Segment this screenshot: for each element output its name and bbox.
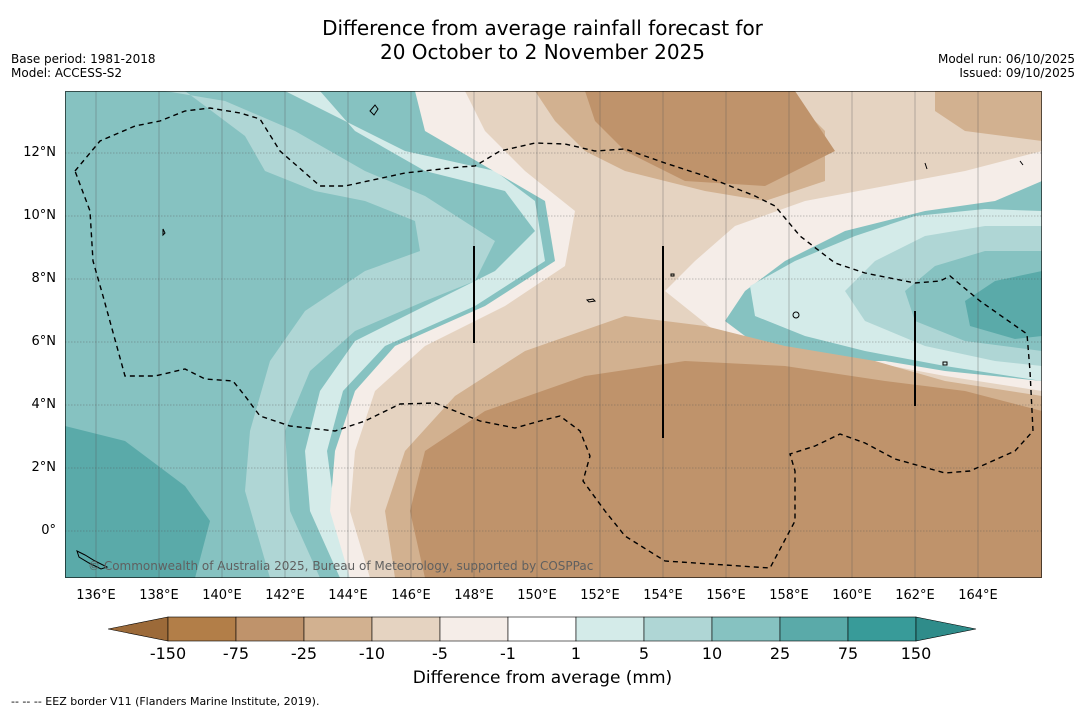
lat-label-4n: 4°N bbox=[31, 397, 57, 412]
colorbar bbox=[108, 616, 977, 642]
lon-label-146e: 146°E bbox=[391, 588, 431, 603]
lon-label-164e: 164°E bbox=[958, 588, 998, 603]
graticule bbox=[95, 91, 979, 578]
lon-label-140e: 140°E bbox=[202, 588, 242, 603]
colorbar-label-5: -5 bbox=[432, 644, 448, 663]
lat-label-2n: 2°N bbox=[31, 460, 57, 475]
colorbar-label-6: -1 bbox=[500, 644, 516, 663]
base-period-label: Base period: 1981-2018 bbox=[11, 52, 156, 66]
lon-label-160e: 160°E bbox=[832, 588, 872, 603]
colorbar-segment-7 bbox=[575, 616, 645, 642]
copyright-notice: © Commonwealth of Australia 2025, Bureau… bbox=[88, 559, 594, 573]
colorbar-segment-4 bbox=[371, 616, 441, 642]
colorbar-segment-8 bbox=[643, 616, 713, 642]
colorbar-title: Difference from average (mm) bbox=[412, 668, 673, 688]
lat-label-8n: 8°N bbox=[31, 271, 57, 286]
contour-teal-10-25 bbox=[65, 91, 425, 578]
lon-label-136e: 136°E bbox=[76, 588, 116, 603]
contour-brown-25-75-north bbox=[585, 91, 835, 186]
colorbar-label-12: 150 bbox=[900, 644, 932, 663]
contour-teal-5-10 bbox=[90, 91, 495, 578]
lon-label-142e: 142°E bbox=[265, 588, 305, 603]
map-title-line1: Difference from average rainfall forecas… bbox=[322, 16, 763, 40]
colorbar-label-11: 75 bbox=[837, 644, 859, 663]
eez-legend-footnote: -- -- -- EEZ border V11 (Flanders Marine… bbox=[11, 695, 320, 708]
colorbar-segment-10 bbox=[779, 616, 849, 642]
colorbar-label-8: 5 bbox=[638, 644, 650, 663]
colorbar-segment-1 bbox=[167, 616, 237, 642]
model-label: Model: ACCESS-S2 bbox=[11, 66, 123, 80]
latitude-lines bbox=[65, 152, 1042, 532]
islands bbox=[76, 104, 1024, 570]
model-run-label: Model run: 06/10/2025 bbox=[937, 52, 1075, 66]
colorbar-label-7: 1 bbox=[570, 644, 582, 663]
map-frame bbox=[65, 91, 1042, 578]
colorbar-label-3: -25 bbox=[290, 644, 318, 663]
lon-label-162e: 162°E bbox=[895, 588, 935, 603]
contour-east-teal-25-75 bbox=[965, 271, 1042, 339]
lon-label-148e: 148°E bbox=[454, 588, 494, 603]
lat-label-0: 0° bbox=[41, 523, 56, 538]
lat-label-6n: 6°N bbox=[31, 334, 57, 349]
lon-label-154e: 154°E bbox=[643, 588, 683, 603]
contour-teal-25-75 bbox=[65, 426, 210, 578]
colorbar-segment-5 bbox=[439, 616, 509, 642]
lat-label-10n: 10°N bbox=[23, 208, 56, 223]
colorbar-label-4: -10 bbox=[358, 644, 386, 663]
lon-label-144e: 144°E bbox=[328, 588, 368, 603]
issued-label: Issued: 09/10/2025 bbox=[959, 66, 1075, 80]
lon-label-150e: 150°E bbox=[517, 588, 557, 603]
lon-label-152e: 152°E bbox=[580, 588, 620, 603]
lon-label-156e: 156°E bbox=[706, 588, 746, 603]
map-canvas bbox=[65, 91, 1042, 578]
colorbar-segment-6 bbox=[507, 616, 577, 642]
colorbar-segment-9 bbox=[711, 616, 781, 642]
colorbar-label-10: 25 bbox=[769, 644, 791, 663]
colorbar-segment-3 bbox=[303, 616, 373, 642]
lon-label-158e: 158°E bbox=[769, 588, 809, 603]
colorbar-under bbox=[108, 616, 169, 642]
rainfall-anomaly-map bbox=[65, 91, 1042, 578]
lat-label-12n: 12°N bbox=[23, 145, 56, 160]
contour-brown-10-25-northeast bbox=[935, 91, 1042, 141]
colorbar-segment-2 bbox=[235, 616, 305, 642]
lon-label-138e: 138°E bbox=[139, 588, 179, 603]
colorbar-label-1: -150 bbox=[149, 644, 187, 663]
colorbar-over bbox=[915, 616, 977, 642]
colorbar-segment-11 bbox=[847, 616, 917, 642]
colorbar-label-9: 10 bbox=[701, 644, 723, 663]
map-title-line2: 20 October to 2 November 2025 bbox=[379, 40, 706, 64]
colorbar-label-2: -75 bbox=[222, 644, 250, 663]
